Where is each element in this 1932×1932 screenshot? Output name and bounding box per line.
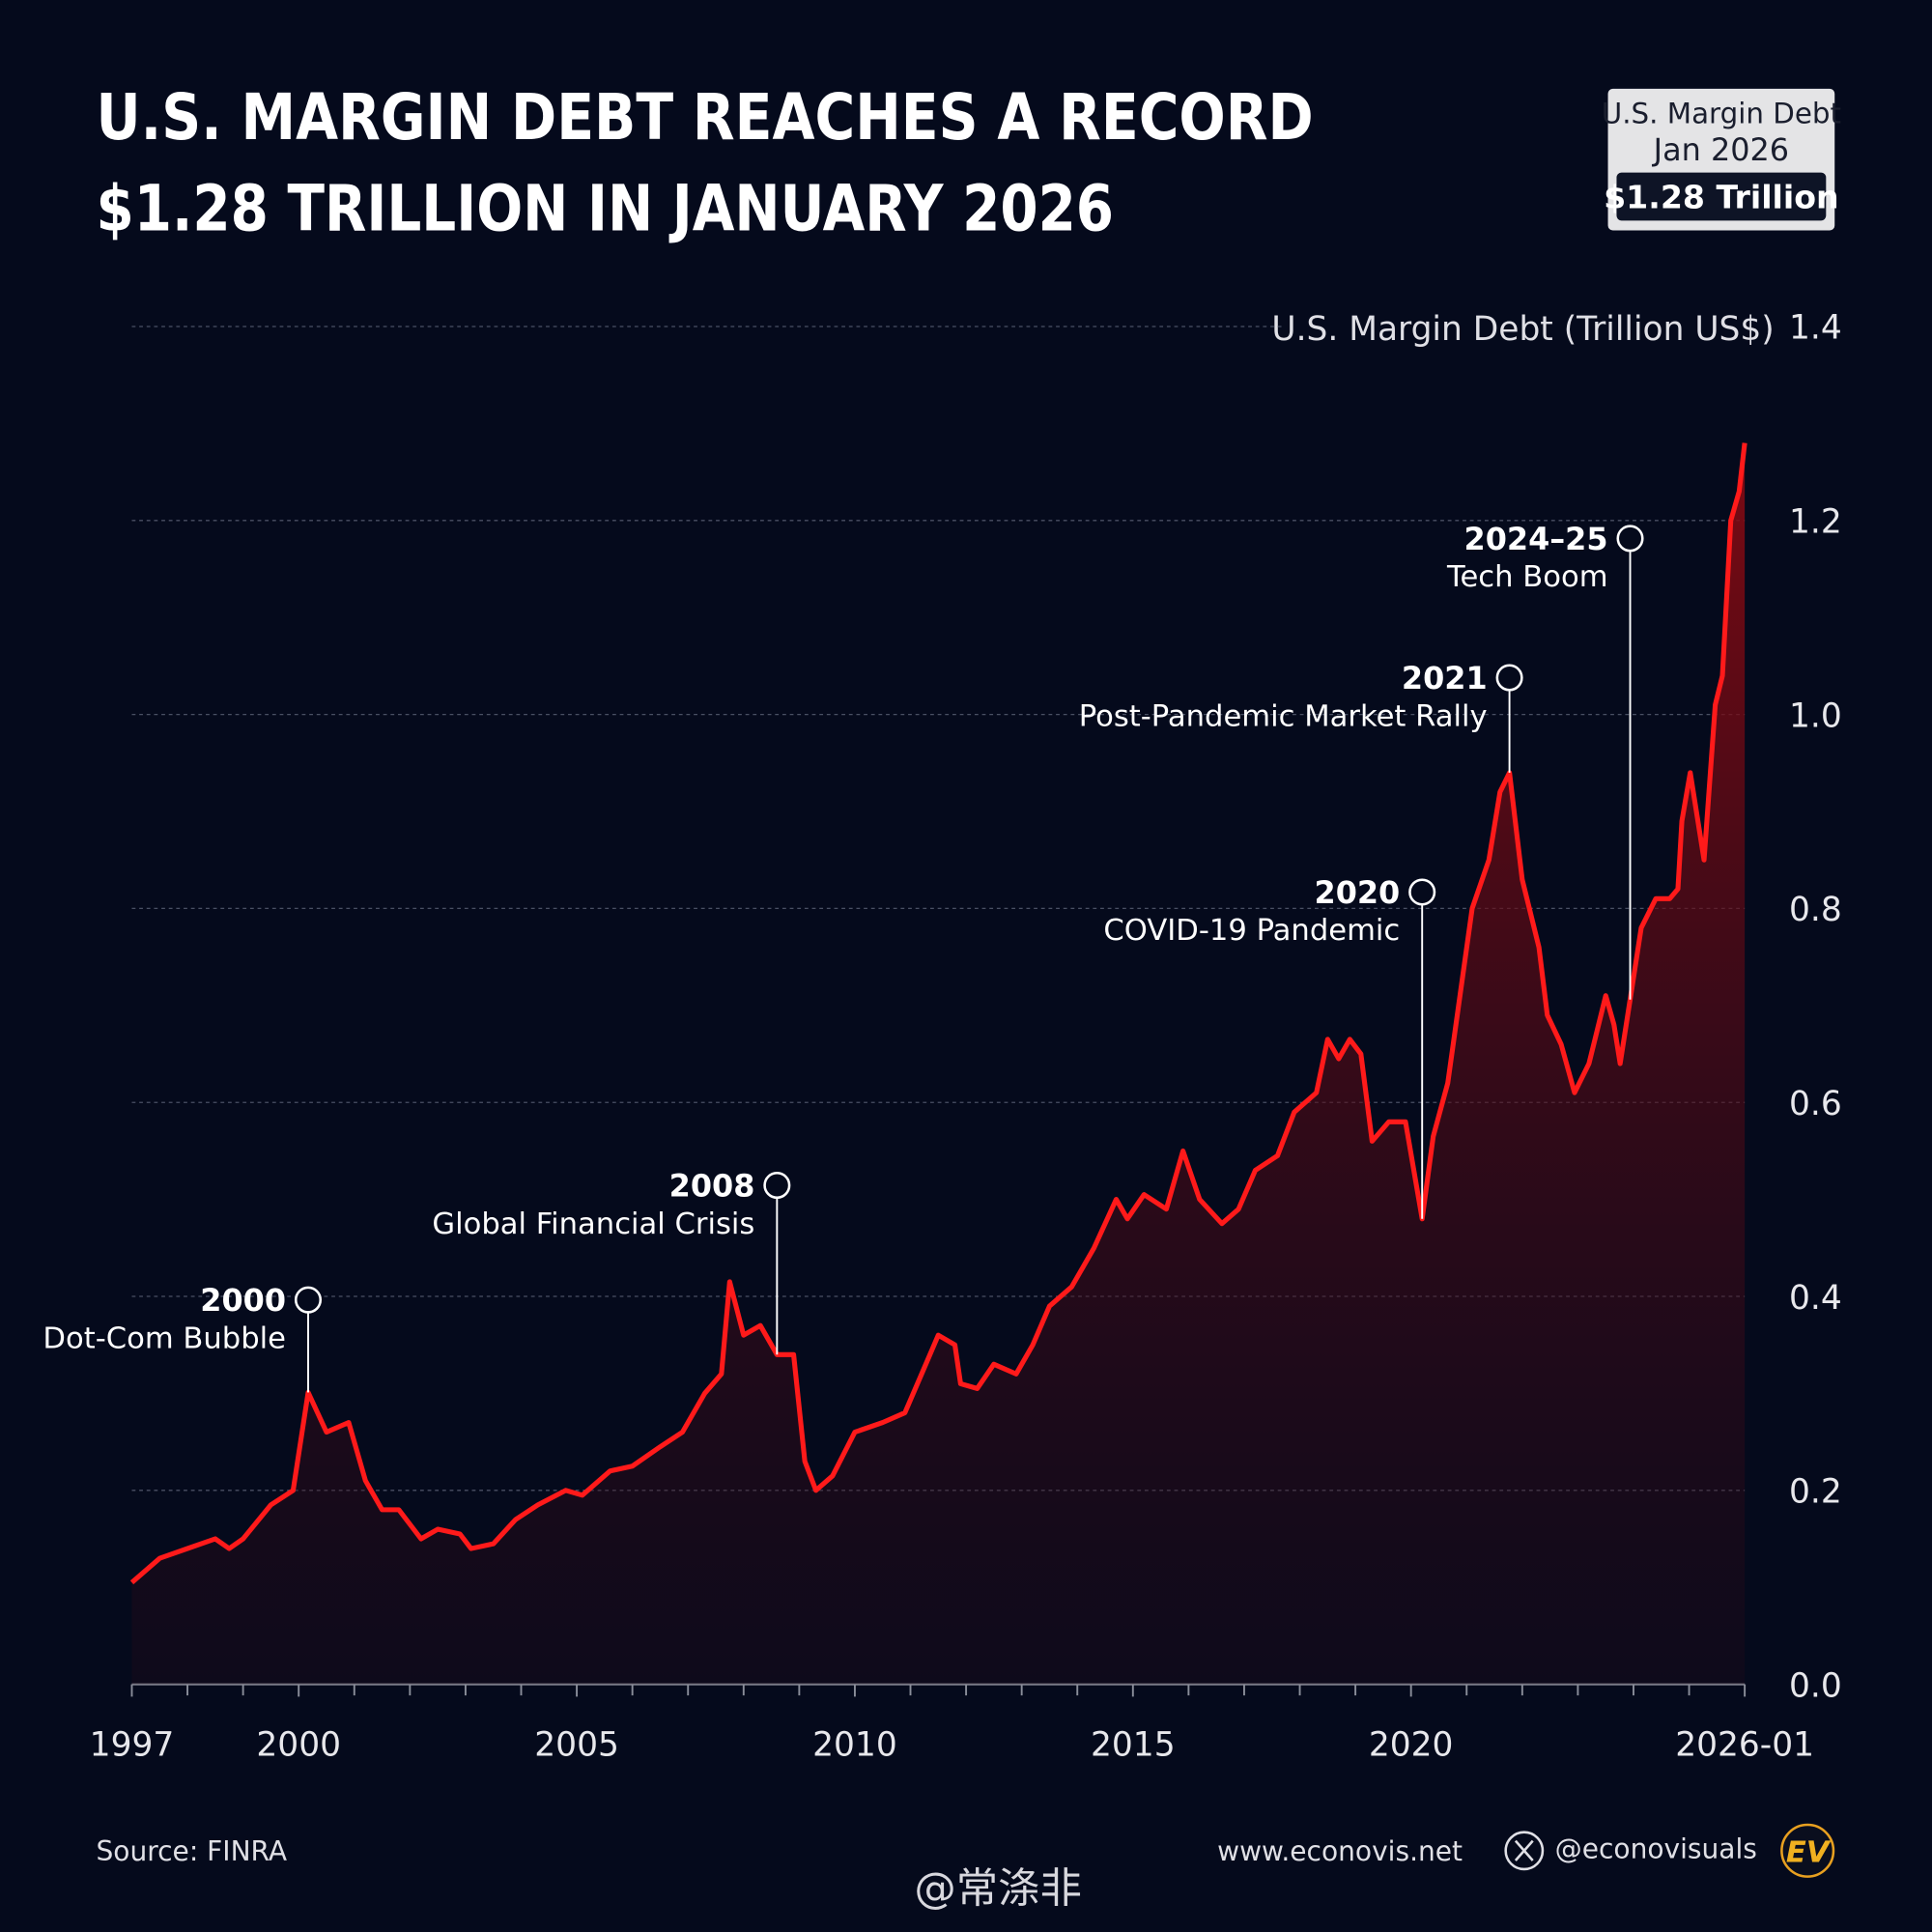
y-tick-label: 1.2 xyxy=(1789,503,1842,542)
badge-text: U.S. Margin Debt xyxy=(1602,98,1841,130)
watermark: @常涤非 xyxy=(914,1864,1081,1913)
annotation-marker xyxy=(294,1286,323,1314)
footer: Source: FINRA www.econovis.net @econovis… xyxy=(96,1823,1835,1913)
x-tick-label: 2010 xyxy=(812,1726,897,1765)
badge: U.S. Margin Debt Jan 2026 $1.28 Trillion xyxy=(1602,88,1841,231)
annotation-text: Global Financial Crisis xyxy=(432,1208,754,1241)
annotation-label: 2008 xyxy=(669,1168,755,1205)
x-icon-glyph xyxy=(1514,1839,1534,1861)
annotation-text: Dot-Com Bubble xyxy=(43,1321,286,1355)
annotation-marker xyxy=(1495,664,1523,692)
area xyxy=(131,442,1746,1685)
badge-value: $1.28 Trillion xyxy=(1604,179,1839,216)
x-tick-label: 2026-01 xyxy=(1675,1726,1814,1765)
chart-title: $1.28 TRILLION IN JANUARY 2026 xyxy=(96,171,1114,246)
y-axis-label: U.S. Margin Debt (Trillion US$) xyxy=(1271,310,1774,349)
handle: @econovisuals xyxy=(1555,1833,1757,1864)
x-tick-label: 2015 xyxy=(1091,1726,1176,1765)
annotation-text: COVID-19 Pandemic xyxy=(1103,914,1400,948)
annotation-text: Tech Boom xyxy=(1446,560,1608,594)
annotation-marker xyxy=(763,1172,791,1200)
y-tick-label: 0.2 xyxy=(1789,1473,1842,1512)
line xyxy=(129,442,1747,1585)
x-tick-label: 2000 xyxy=(256,1726,341,1765)
annotation-label: 2021 xyxy=(1402,660,1488,696)
logo-text: EV xyxy=(1786,1835,1832,1869)
source: Source: FINRA xyxy=(96,1835,287,1867)
y-tick-label: 0.0 xyxy=(1789,1666,1842,1705)
y-tick-label: 0.8 xyxy=(1789,891,1842,929)
website: www.econovis.net xyxy=(1217,1835,1463,1867)
y-tick-label: 1.0 xyxy=(1789,696,1842,735)
x-tick-label: 1997 xyxy=(90,1726,175,1765)
y-tick-label: 0.6 xyxy=(1789,1085,1842,1123)
x-icon xyxy=(1504,1831,1545,1871)
x-tick-label: 2005 xyxy=(534,1726,619,1765)
badge-value-box xyxy=(1616,172,1827,221)
x-tick-label: 2020 xyxy=(1369,1726,1454,1765)
badge-text: Jan 2026 xyxy=(1652,131,1789,168)
y-tick-label: 1.4 xyxy=(1789,309,1842,348)
annotation-label: 2020 xyxy=(1315,874,1401,911)
annotation-marker xyxy=(1616,525,1644,553)
annotation-label: 2000 xyxy=(200,1282,286,1319)
annotation-label: 2024–25 xyxy=(1464,521,1608,557)
y-tick-label: 0.4 xyxy=(1789,1279,1842,1318)
annotation-text: Post-Pandemic Market Rally xyxy=(1079,699,1488,733)
chart-title: U.S. MARGIN DEBT REACHES A RECORD xyxy=(96,79,1313,155)
annotation-marker xyxy=(1408,878,1436,906)
logo xyxy=(1780,1823,1835,1878)
